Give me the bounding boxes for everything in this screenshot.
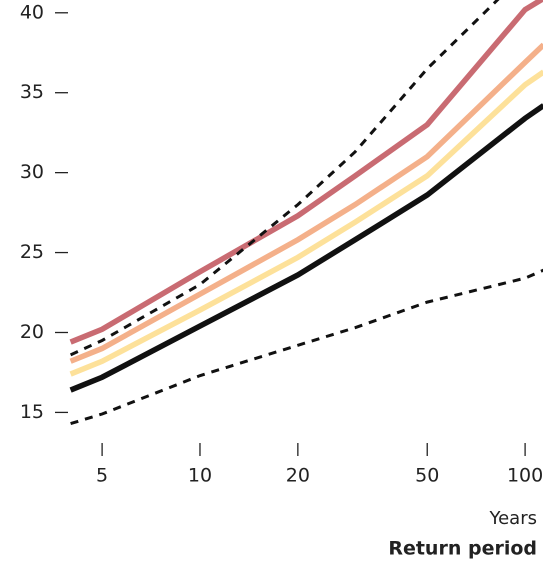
line [69, 69, 543, 377]
line [69, 103, 543, 393]
line [69, 0, 543, 345]
x-tick-label: 20 [286, 465, 310, 487]
dashed-line [70, 268, 543, 426]
dashed-line [69, 0, 500, 357]
y-tick-label: 35 [20, 81, 44, 103]
y-tick-label: 40 [20, 1, 44, 23]
line [69, 42, 543, 364]
y-tick-label: 15 [20, 401, 44, 423]
y-tick-label: 30 [20, 161, 44, 183]
y-tick-label: 20 [20, 321, 44, 343]
x-tick-label: 10 [188, 465, 212, 487]
x-tick-label: 100 [507, 465, 543, 487]
x-tick-label: 50 [415, 465, 439, 487]
x-unit: Years [489, 508, 538, 529]
plot-area [69, 0, 543, 426]
x-axis-title: Return period [388, 538, 537, 560]
x-tick-label: 5 [96, 465, 108, 487]
y-tick-label: 25 [20, 241, 44, 263]
